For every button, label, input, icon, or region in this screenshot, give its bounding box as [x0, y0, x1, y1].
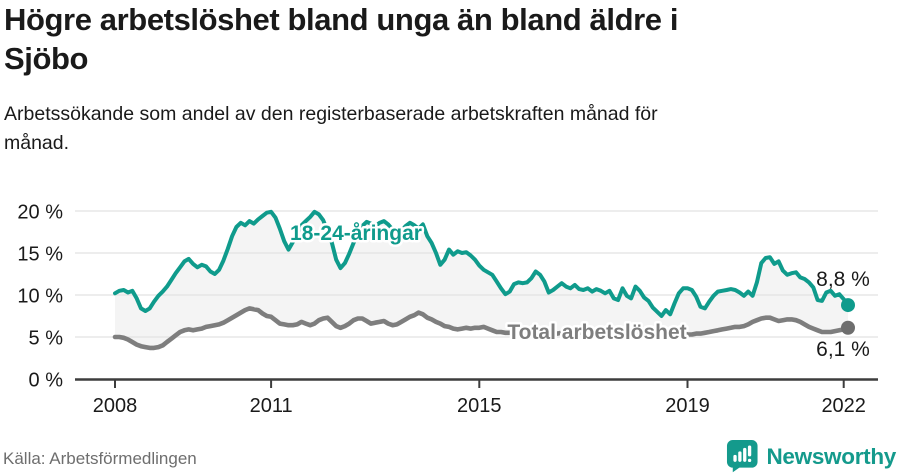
- end-value-label-youth: 8,8 %: [816, 268, 870, 291]
- newsworthy-wordmark: Newsworthy: [766, 443, 896, 469]
- end-value-label-total: 6,1 %: [816, 338, 870, 361]
- x-tick-label: 2022: [821, 395, 866, 417]
- page-title: Högre arbetslöshet bland unga än bland ä…: [4, 2, 679, 76]
- y-tick-label: 15 %: [17, 244, 63, 266]
- unemployment-line-chart: 0 % 5 % 10 % 15 % 20 % 2008 2011 2015 2019 2022 1…: [17, 202, 878, 418]
- newsworthy-bar-chart-badge-icon: [727, 439, 759, 473]
- y-tick-label: 20 %: [17, 202, 63, 224]
- total-endpoint-dot: [841, 320, 855, 335]
- y-tick-label: 0 %: [29, 370, 64, 392]
- x-tick-label: 2008: [93, 395, 138, 417]
- youth-endpoint-dot: [841, 298, 855, 313]
- source-note: Källa: Arbetsförmedlingen: [3, 449, 197, 468]
- x-tick-label: 2015: [457, 395, 502, 417]
- page-subtitle: Arbetssökande som andel av den registerb…: [4, 103, 658, 154]
- series-label-total: Total arbetslöshet: [507, 321, 686, 344]
- axis-tick-labels: 0 % 5 % 10 % 15 % 20 % 2008 2011 2015 2019 2022: [17, 202, 866, 418]
- y-tick-label: 10 %: [17, 286, 63, 308]
- newsworthy-logo: Newsworthy: [726, 439, 896, 473]
- x-tick-label: 2019: [665, 395, 710, 417]
- series-line-youth: [113, 209, 850, 318]
- series-line-total: [112, 306, 851, 351]
- y-tick-label: 5 %: [29, 328, 64, 350]
- x-axis: [75, 378, 878, 388]
- x-tick-label: 2011: [250, 395, 293, 417]
- series-label-youth: 18-24-åringar: [290, 222, 422, 245]
